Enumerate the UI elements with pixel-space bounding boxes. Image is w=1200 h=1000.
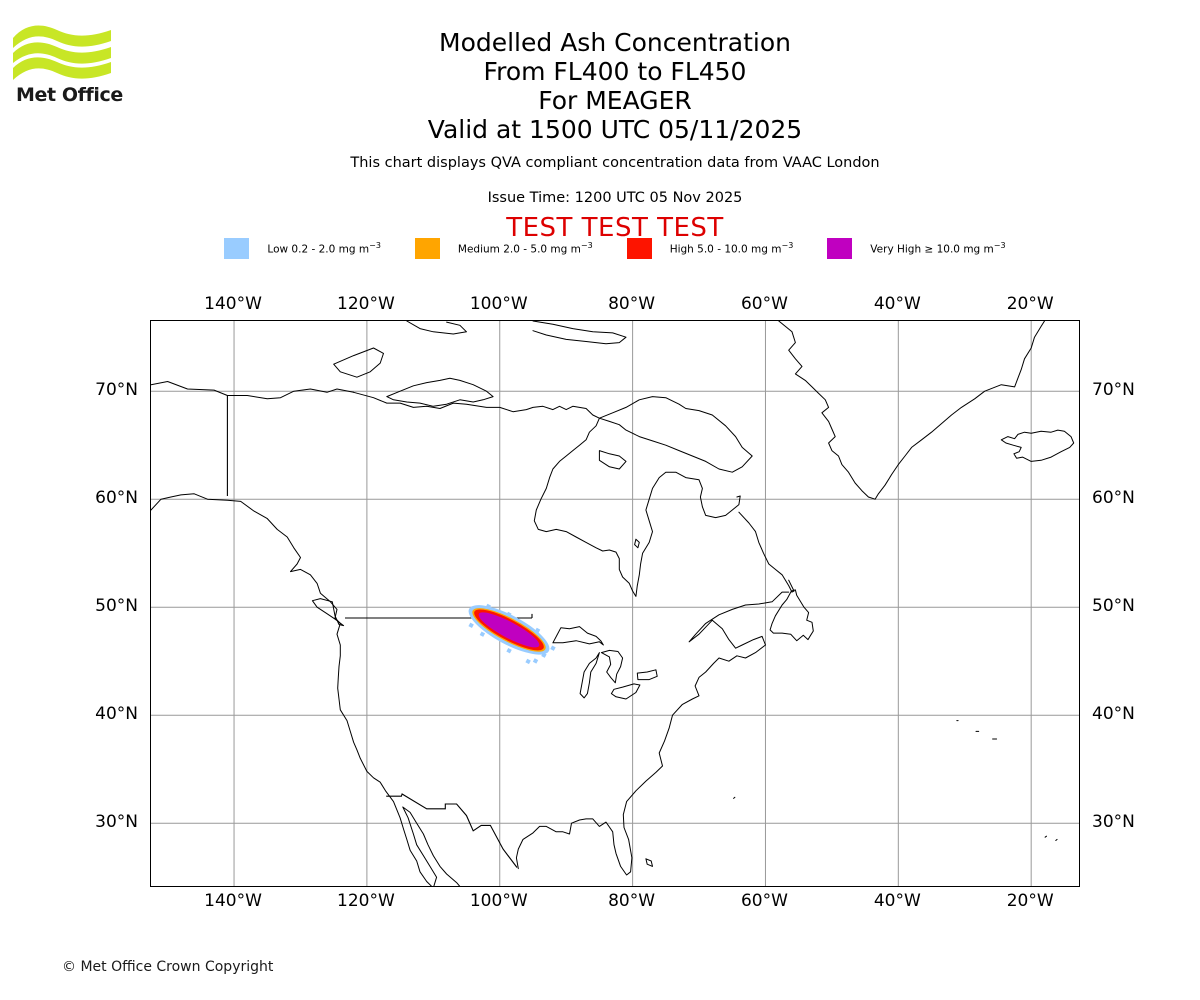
coastline-segment [1000, 429, 1075, 462]
met-office-logo-text: Met Office [16, 84, 123, 106]
map-canvas [151, 321, 1079, 886]
copyright-notice: © Met Office Crown Copyright [62, 959, 274, 975]
lon-tick-bot-60w: 60°W [740, 891, 788, 911]
coastline-segment [353, 391, 741, 597]
ash-speckle-low [506, 611, 512, 618]
lat-tick-right-70n: 70°N [1092, 380, 1135, 401]
coastline-segment [552, 626, 604, 646]
coastline-segment [151, 493, 432, 886]
met-office-logo: Met Office [12, 24, 124, 112]
issue-time: Issue Time: 1200 UTC 05 Nov 2025 [487, 190, 743, 206]
lon-tick-top-140w: 140°W [204, 294, 262, 314]
coastline-segment [778, 321, 1045, 500]
test-banner: TEST TEST TEST [506, 213, 724, 243]
lon-tick-top-40w: 40°W [873, 294, 921, 314]
ash-speckle-low [468, 622, 474, 628]
coastline-segment [598, 396, 753, 473]
ash-speckle-low [534, 627, 541, 634]
ash-speckle-low [550, 645, 556, 651]
lon-tick-top-120w: 120°W [337, 294, 395, 314]
lon-tick-bot-140w: 140°W [204, 891, 262, 911]
lat-tick-left-50n: 50°N [95, 596, 138, 617]
political-border [386, 793, 518, 868]
lat-tick-right-50n: 50°N [1092, 596, 1135, 617]
legend-item-medium: Medium 2.0 - 5.0 mg m−3 [414, 238, 593, 259]
coastline-segment [402, 806, 461, 886]
title-line-4: Valid at 1500 UTC 05/11/2025 [427, 115, 803, 144]
ash-contour-very-high [478, 612, 540, 648]
legend-swatch-medium [414, 238, 440, 259]
legend-label-high: High 5.0 - 10.0 mg m−3 [669, 241, 794, 256]
lon-tick-top-20w: 20°W [1006, 294, 1054, 314]
lat-tick-left-30n: 30°N [95, 812, 138, 833]
ash-speckle-low [485, 603, 491, 610]
map-coastlines [151, 321, 1075, 886]
coastline-segment [151, 381, 355, 400]
coastline-segment [515, 591, 790, 876]
coastline-segment [600, 649, 624, 684]
coastline-segment [579, 652, 600, 699]
title-line-2: From FL400 to FL450 [483, 57, 747, 86]
ash-speckle-low [532, 658, 539, 664]
coastline-segment [738, 511, 795, 593]
coastline-segment [532, 321, 627, 345]
lat-tick-left-40n: 40°N [95, 704, 138, 725]
map-container: 140°W 140°W 120°W 120°W 100°W 100°W 80°W 80°W 60… [95, 294, 1135, 911]
coastline-segment [645, 858, 653, 867]
lat-tick-left-60n: 60°N [95, 488, 138, 509]
legend-swatch-low [224, 238, 250, 259]
coastline-segment [769, 589, 814, 642]
coastline-segment [406, 321, 467, 335]
coastline-segment [733, 796, 736, 799]
map-frame [150, 320, 1080, 887]
coastline-segment [333, 347, 384, 378]
title-line-1: Modelled Ash Concentration [439, 28, 791, 57]
chart-subtitle: This chart displays QVA compliant concen… [350, 155, 880, 171]
coastline-segment [634, 538, 640, 549]
lon-tick-top-100w: 100°W [469, 294, 528, 314]
ash-speckle-low [525, 658, 531, 665]
met-office-wave-mark [13, 25, 111, 80]
lon-tick-bot-80w: 80°W [608, 891, 656, 911]
ash-speckle-low [541, 652, 547, 658]
lon-tick-top-80w: 80°W [608, 294, 656, 314]
lat-tick-right-60n: 60°N [1092, 488, 1135, 509]
legend-item-low: Low 0.2 - 2.0 mg m−3 [224, 238, 381, 259]
map-gridlines [151, 321, 1079, 886]
coastline-segment [1044, 835, 1047, 838]
coastline-segment [1055, 838, 1058, 841]
lon-tick-bot-100w: 100°W [469, 891, 528, 911]
legend-item-very-high: Very High ≥ 10.0 mg m−3 [827, 238, 1006, 259]
lat-tick-right-40n: 40°N [1092, 704, 1135, 725]
coastline-segment [598, 450, 627, 470]
legend-item-high: High 5.0 - 10.0 mg m−3 [626, 238, 794, 259]
title-line-3: For MEAGER [538, 86, 692, 115]
coastline-segment [636, 669, 658, 681]
page-title: Modelled Ash Concentration From FL400 to… [150, 28, 1080, 144]
lat-tick-right-30n: 30°N [1092, 812, 1135, 833]
coastline-segment [311, 598, 345, 627]
ash-plume [468, 603, 556, 665]
lon-tick-top-60w: 60°W [740, 294, 788, 314]
concentration-legend: Low 0.2 - 2.0 mg m−3 Medium 2.0 - 5.0 mg … [150, 238, 1080, 259]
lon-tick-bot-120w: 120°W [337, 891, 395, 911]
legend-label-low: Low 0.2 - 2.0 mg m−3 [267, 241, 381, 256]
legend-label-very-high: Very High ≥ 10.0 mg m−3 [870, 241, 1006, 256]
legend-swatch-high [626, 238, 652, 259]
coastline-segment [386, 377, 494, 407]
lon-tick-bot-40w: 40°W [873, 891, 921, 911]
legend-label-medium: Medium 2.0 - 5.0 mg m−3 [457, 241, 593, 256]
ash-speckle-low [506, 647, 512, 654]
legend-swatch-very-high [827, 238, 853, 259]
ash-speckle-low [479, 631, 486, 637]
lat-tick-left-70n: 70°N [95, 380, 138, 401]
coastline-segment [610, 683, 641, 700]
lon-tick-bot-20w: 20°W [1006, 891, 1054, 911]
